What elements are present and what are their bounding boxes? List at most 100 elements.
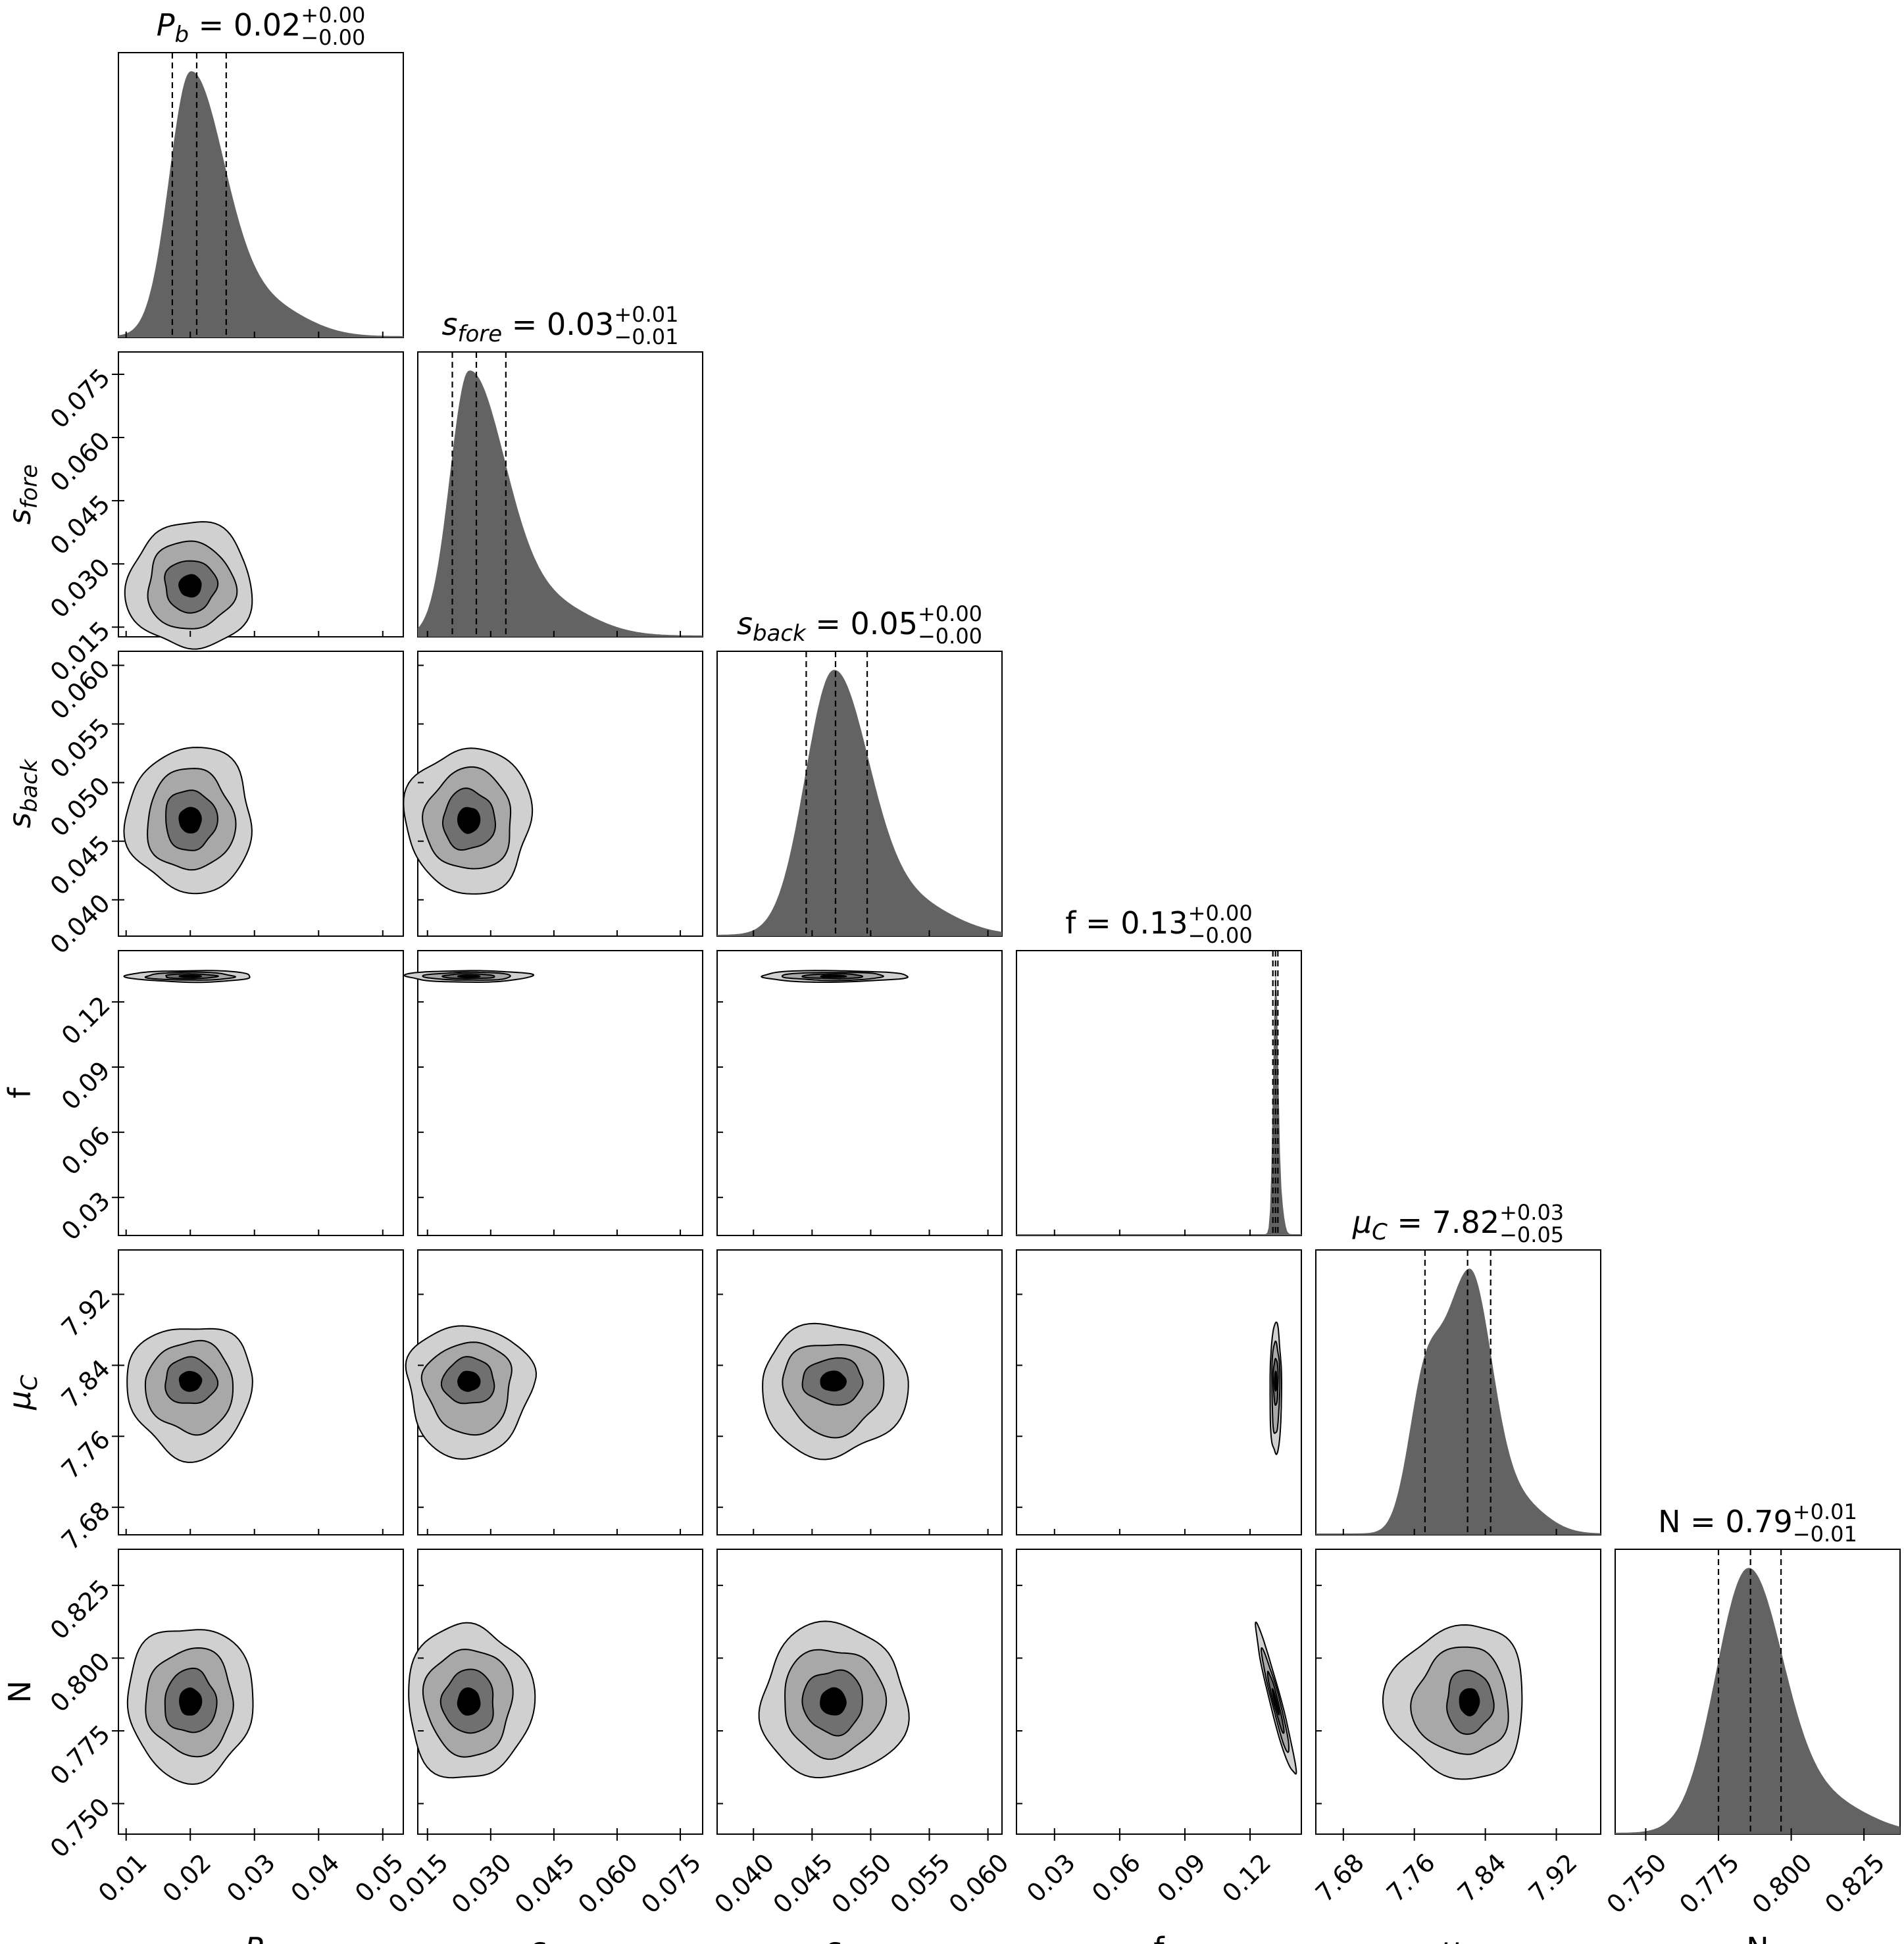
ylabel-mu_C: μC: [2, 1375, 43, 1410]
contour-core-N-vs-f: [1271, 1688, 1280, 1716]
panel-f-vs-s_back: [716, 950, 1003, 1236]
ylabel-N: N: [2, 1680, 38, 1703]
title-minus-s_fore: −0.01: [614, 324, 678, 349]
title-s_fore: sfore = 0.03+0.01: [442, 302, 679, 347]
xtick-label-mu_C: 7.92: [1523, 1848, 1583, 1908]
xtick-label-N: 0.825: [1819, 1848, 1890, 1919]
panel-frame-N-vs-f: [1016, 1549, 1302, 1835]
marginal-frame-f: [1016, 950, 1302, 1236]
contour-core-s_back-vs-s_fore: [457, 807, 481, 834]
panel-mu_C-vs-Pb: [118, 1249, 404, 1535]
title-N: N = 0.79+0.01: [1658, 1499, 1857, 1539]
marginal-mu_C: μC = 7.82+0.03−0.05: [1315, 1200, 1601, 1535]
contour-core-s_back-vs-Pb: [178, 807, 202, 834]
panel-frame-f-vs-s_back: [716, 950, 1003, 1236]
ytick-label-mu_C: 7.84: [56, 1354, 116, 1414]
title-f: f = 0.13+0.00: [1065, 901, 1252, 941]
marginal-N: N = 0.79+0.01−0.01: [1615, 1499, 1901, 1835]
ytick-label-s_back: 0.045: [45, 830, 116, 901]
xtick-label-s_back: 0.045: [767, 1848, 838, 1919]
ytick-label-s_fore: 0.045: [45, 489, 116, 561]
title-minus-f: −0.00: [1188, 923, 1253, 948]
ytick-label-N: 0.775: [45, 1720, 116, 1791]
xtick-label-s_back: 0.050: [826, 1848, 897, 1919]
xtick-label-s_fore: 0.045: [509, 1848, 580, 1919]
xtick-label-mu_C: 7.76: [1381, 1848, 1441, 1908]
ytick-label-f: 0.06: [56, 1121, 116, 1181]
panel-mu_C-vs-s_fore: [405, 1249, 703, 1535]
marginal-s_fore: sfore = 0.03+0.01−0.01: [417, 302, 703, 637]
ytick-label-s_back: 0.040: [45, 888, 116, 959]
contour-core-mu_C-vs-s_back: [820, 1370, 847, 1392]
panel-frame-mu_C-vs-f: [1016, 1249, 1302, 1535]
contour-core-f-vs-s_fore: [457, 974, 481, 978]
xtick-label-s_fore: 0.075: [636, 1848, 707, 1919]
xtick-label-Pb: 0.01: [93, 1848, 153, 1908]
xlabel-f: f: [1153, 1931, 1165, 1944]
panel-N-vs-s_back: [716, 1549, 1003, 1835]
title-minus-mu_C: −0.05: [1499, 1222, 1564, 1247]
xtick-label-f: 0.03: [1021, 1848, 1081, 1908]
ylabel-s_back: sback: [2, 759, 43, 828]
xlabel-Pb: Pb: [245, 1931, 277, 1944]
panel-N-vs-f: [1016, 1549, 1302, 1835]
marginal-density-s_fore: [418, 370, 703, 637]
xtick-label-s_fore: 0.030: [446, 1848, 517, 1919]
ytick-label-N: 0.750: [45, 1792, 116, 1863]
marginal-s_back: sback = 0.05+0.00−0.00: [716, 601, 1003, 937]
ytick-label-mu_C: 7.68: [56, 1496, 116, 1556]
ytick-label-mu_C: 7.92: [56, 1283, 116, 1343]
xtick-label-f: 0.09: [1151, 1848, 1211, 1908]
xtick-label-s_back: 0.060: [943, 1848, 1015, 1919]
title-Pb: Pb = 0.02+0.00: [157, 3, 366, 48]
panel-f-vs-Pb: [118, 950, 404, 1236]
marginal-Pb: Pb = 0.02+0.00−0.00: [118, 3, 404, 338]
panel-s_back-vs-Pb: [118, 651, 404, 937]
panel-s_fore-vs-Pb: [118, 351, 404, 650]
contour-core-N-vs-Pb: [179, 1687, 203, 1716]
marginal-f: f = 0.13+0.00−0.00: [1016, 901, 1302, 1236]
xtick-label-f: 0.06: [1086, 1848, 1146, 1908]
xlabel-mu_C: μC: [1440, 1931, 1476, 1944]
panel-frame-f-vs-Pb: [118, 950, 404, 1236]
marginal-density-s_back: [717, 670, 1002, 936]
xtick-label-Pb: 0.04: [285, 1848, 345, 1908]
contour-core-N-vs-s_back: [820, 1687, 847, 1716]
ytick-label-s_fore: 0.075: [45, 363, 116, 434]
title-s_back: sback = 0.05+0.00: [737, 601, 982, 647]
xlabel-N: N: [1746, 1931, 1768, 1944]
ytick-label-mu_C: 7.76: [56, 1425, 116, 1485]
xtick-label-mu_C: 7.68: [1310, 1848, 1370, 1908]
contour-core-mu_C-vs-f: [1274, 1370, 1278, 1392]
ytick-label-s_fore: 0.060: [45, 426, 116, 497]
title-minus-N: −0.01: [1793, 1522, 1857, 1547]
contour-core-f-vs-Pb: [178, 974, 203, 978]
panel-N-vs-mu_C: [1315, 1549, 1601, 1835]
ytick-label-f: 0.09: [56, 1056, 116, 1116]
marginal-density-Pb: [118, 71, 403, 338]
ytick-label-s_back: 0.050: [45, 771, 116, 842]
ytick-label-s_back: 0.055: [45, 712, 116, 784]
panel-N-vs-Pb: [118, 1549, 404, 1835]
ytick-label-s_fore: 0.030: [45, 553, 116, 624]
panel-mu_C-vs-f: [1016, 1249, 1302, 1535]
xtick-label-Pb: 0.02: [157, 1848, 216, 1908]
xtick-label-N: 0.750: [1601, 1848, 1672, 1919]
xtick-label-s_back: 0.055: [885, 1848, 956, 1919]
xtick-label-Pb: 0.03: [221, 1848, 281, 1908]
contour-core-mu_C-vs-s_fore: [457, 1370, 481, 1392]
xtick-label-N: 0.800: [1747, 1848, 1818, 1919]
contour-core-f-vs-s_back: [820, 974, 847, 978]
marginal-density-mu_C: [1316, 1268, 1601, 1535]
xtick-label-N: 0.775: [1674, 1848, 1745, 1919]
panel-f-vs-s_fore: [403, 950, 703, 1236]
ylabel-f: f: [2, 1087, 38, 1099]
xlabel-s_fore: sfore: [530, 1931, 591, 1944]
xtick-label-f: 0.12: [1216, 1848, 1276, 1908]
ytick-label-N: 0.825: [45, 1574, 116, 1645]
ytick-label-f: 0.12: [56, 991, 116, 1051]
panel-mu_C-vs-s_back: [716, 1249, 1003, 1535]
title-minus-Pb: −0.00: [301, 25, 365, 50]
